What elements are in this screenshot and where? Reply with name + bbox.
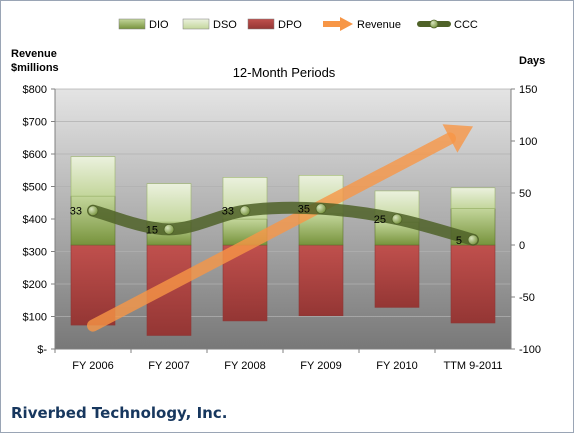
right-tick-label: 100	[519, 136, 537, 148]
ccc-point-ttm-9-2011	[467, 234, 479, 246]
bar-dso-fy-2007	[146, 183, 192, 223]
legend-label-dpo: DPO	[278, 19, 302, 31]
ccc-data-label: 33	[222, 206, 234, 218]
x-tick-label: FY 2009	[300, 360, 341, 372]
right-tick-label: 0	[519, 240, 525, 252]
legend-label-revenue: Revenue	[357, 19, 401, 31]
ccc-point-fy-2006	[87, 205, 99, 217]
right-tick-label: 50	[519, 188, 531, 200]
ccc-line	[87, 201, 479, 246]
ccc-data-label: 5	[456, 235, 462, 247]
ccc-data-label: 35	[298, 204, 310, 216]
left-tick-label: $500	[23, 182, 47, 194]
revenue-arrow-head	[442, 124, 473, 153]
ccc-point-fy-2008	[239, 205, 251, 217]
right-tick-label: 150	[519, 84, 537, 96]
left-tick-label: $700	[23, 117, 47, 129]
bar-dpo-ttm-9-2011	[450, 244, 496, 324]
bar-dio-fy-2009	[298, 213, 344, 246]
legend: DIO DSO DPO Revenue CCC	[118, 17, 478, 31]
legend-swatch-ccc-dot	[429, 19, 439, 29]
legend-label-dso: DSO	[213, 19, 237, 31]
x-tick-label: TTM 9-2011	[443, 360, 502, 372]
chart: DIO DSO DPO Revenue CCC Revenue $millions Da…	[11, 17, 545, 372]
x-tick-label: FY 2006	[72, 360, 113, 372]
bar-dso-ttm-9-2011	[450, 187, 496, 209]
ccc-point-fy-2010	[391, 213, 403, 225]
ccc-data-label: 33	[70, 206, 82, 218]
ccc-point-fy-2007	[163, 223, 175, 235]
bar-dpo-fy-2010	[374, 244, 420, 308]
bar-dpo-fy-2009	[298, 244, 344, 317]
company-name: Riverbed Technology, Inc.	[11, 404, 228, 422]
left-tick-label: $200	[23, 279, 47, 291]
left-tick-label: $300	[23, 247, 47, 259]
left-tick-label: $-	[37, 344, 47, 356]
left-axis-label-line2: $millions	[11, 62, 59, 74]
left-tick-label: $600	[23, 149, 47, 161]
revenue-arrow-shaft	[87, 132, 456, 332]
ccc-data-label: 15	[146, 224, 158, 236]
x-tick-label: FY 2007	[148, 360, 189, 372]
bar-dso-fy-2006	[70, 156, 116, 197]
x-tick-label: FY 2008	[224, 360, 265, 372]
legend-label-ccc: CCC	[454, 19, 478, 31]
ccc-point-fy-2009	[315, 203, 327, 215]
x-tick-label: FY 2010	[376, 360, 417, 372]
left-tick-label: $400	[23, 214, 47, 226]
legend-swatch-dio	[118, 18, 146, 30]
left-axis-label-line1: Revenue	[11, 48, 57, 60]
left-tick-label: $800	[23, 84, 47, 96]
legend-swatch-dso	[182, 18, 210, 30]
right-tick-label: -100	[519, 344, 541, 356]
right-axis-label: Days	[519, 55, 545, 67]
legend-label-dio: DIO	[149, 19, 169, 31]
right-tick-label: -50	[519, 292, 535, 304]
legend-swatch-revenue-head	[340, 17, 353, 31]
legend-swatch-dpo	[247, 18, 275, 30]
ccc-data-label: 25	[374, 214, 386, 226]
lines: 33 15 33 35 25 5	[70, 124, 479, 332]
chart-title: 12-Month Periods	[233, 65, 336, 80]
left-tick-label: $100	[23, 312, 47, 324]
tick-labels: $- $100 $200 $300 $400 $500 $600 $700 $800 -100 -5…	[23, 84, 542, 372]
axes	[51, 88, 515, 353]
